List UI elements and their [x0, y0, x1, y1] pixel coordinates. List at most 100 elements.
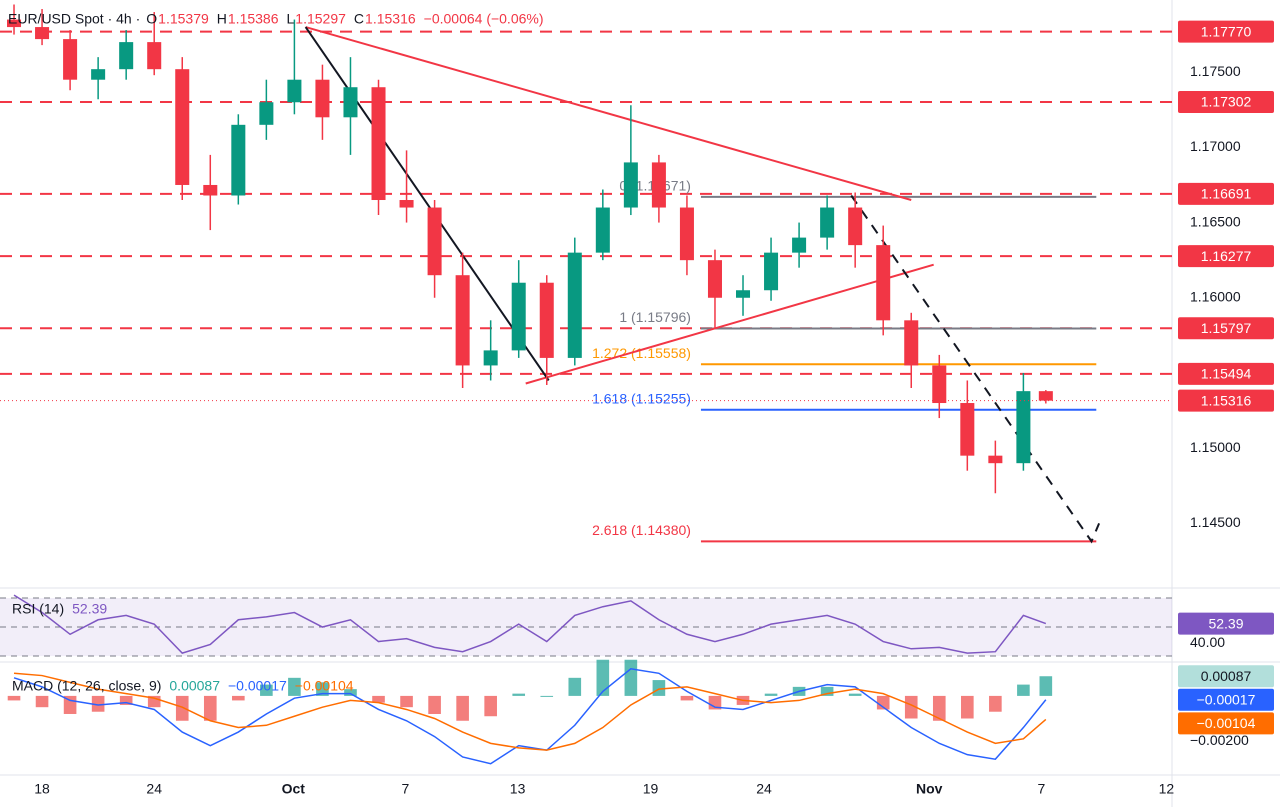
candle-body: [315, 79, 330, 118]
candle-body: [147, 42, 162, 70]
macd-histogram-bar: [288, 677, 301, 696]
last-price-label: 1.15316: [1201, 392, 1252, 408]
candle-body: [932, 365, 947, 404]
candle-body: [820, 207, 835, 238]
macd-histogram-bar: [904, 695, 918, 719]
candle-body: [679, 207, 694, 261]
macd-line: [13, 667, 1047, 765]
y-tick-label: −0.00200: [1190, 732, 1249, 748]
candle-body: [7, 19, 22, 28]
x-tick-label: 18: [34, 781, 50, 797]
macd-histogram-bar: [1039, 676, 1053, 696]
candle-body: [203, 184, 218, 196]
rsi-value-box-box: [1178, 612, 1274, 635]
macd-histogram-bar: [989, 695, 1002, 712]
x-tick-label: 7: [402, 781, 410, 797]
macd-legend-text: −0.00017: [228, 678, 287, 694]
level-label: 1.16691: [1201, 186, 1252, 202]
level-label-box: [1178, 20, 1274, 43]
macd-histogram-bar: [344, 689, 357, 696]
candle-body: [259, 102, 274, 125]
macd-histogram-bar: [568, 677, 582, 696]
candle-body: [876, 245, 891, 321]
x-tick-label: Nov: [916, 781, 943, 797]
macd-histogram-bar: [848, 693, 862, 696]
candle-body: [231, 124, 246, 196]
level-label: 1.17770: [1201, 23, 1252, 39]
macd-histogram-bar: [764, 693, 778, 696]
trendline: [305, 26, 912, 201]
signal-value-box: −0.00104: [1197, 715, 1256, 731]
macd-histogram-bar: [203, 695, 217, 721]
level-label: 1.16277: [1201, 248, 1252, 264]
candle-body: [988, 455, 1003, 464]
macd-histogram-bar: [400, 695, 413, 708]
macd-histogram-bar: [175, 695, 189, 721]
candle-body: [63, 39, 78, 80]
candle-body: [848, 207, 863, 246]
candle-body: [399, 200, 414, 208]
macd-legend-text: MACD (12, 26, close, 9): [12, 678, 161, 694]
candle-body: [287, 79, 302, 103]
x-tick-label: 19: [643, 781, 659, 797]
x-tick-label: Oct: [282, 781, 306, 797]
candle-body: [343, 87, 358, 118]
level-label-box: [1178, 90, 1274, 113]
macd-histogram-bar: [456, 695, 469, 721]
candle-body: [511, 282, 526, 351]
macd-histogram-bar: [7, 695, 21, 701]
macd-legend-text: −0.00104: [295, 678, 354, 694]
candle-body: [427, 207, 442, 276]
level-label-box: [1178, 245, 1274, 268]
candle-body: [651, 162, 666, 208]
macd-legend-text: 0.00087: [169, 678, 220, 694]
macd-histogram-bar: [232, 695, 245, 701]
macd-histogram-bar: [35, 695, 49, 708]
y-tick-label: 1.17500: [1190, 63, 1241, 79]
candle-body: [91, 69, 106, 80]
candle-body: [483, 350, 498, 366]
candle-body: [371, 87, 386, 201]
y-tick-label: 1.16000: [1190, 288, 1241, 304]
header-text: H: [217, 11, 227, 27]
level-label-box: [1178, 317, 1274, 340]
macd-histogram-bar: [512, 693, 526, 696]
macd-histogram-bar: [961, 695, 974, 719]
candle-body: [764, 252, 779, 291]
level-label: 1.15494: [1201, 366, 1252, 382]
level-label-box: [1178, 362, 1274, 385]
candle-body: [567, 252, 582, 358]
level-label: 1.15797: [1201, 320, 1252, 336]
signal-line: [13, 672, 1047, 751]
header-text: EUR/USD Spot · 4h ·: [8, 11, 140, 27]
candle-body: [455, 275, 470, 366]
y-tick-label: 1.17000: [1190, 138, 1241, 154]
fib-label: 1 (1.15796): [619, 309, 691, 325]
x-tick-label: 7: [1037, 781, 1045, 797]
rsi-line: [13, 594, 1047, 655]
candle-body: [736, 290, 751, 298]
header-text: C: [354, 11, 364, 27]
y-tick-label: 1.14500: [1190, 514, 1241, 530]
level-label-box: [1178, 182, 1274, 205]
candle-body: [623, 162, 638, 208]
macd-histogram-bar: [680, 695, 694, 701]
y-tick-label: 1.16500: [1190, 213, 1241, 229]
macd-value-box: −0.00017: [1197, 691, 1256, 707]
candle-body: [904, 320, 919, 366]
candle-body: [1038, 391, 1053, 401]
y-tick-label: 1.15000: [1190, 439, 1241, 455]
last-price-label-box: [1178, 389, 1274, 412]
trendline: [850, 194, 1101, 544]
rsi-title: RSI (14): [12, 601, 64, 617]
macd-histogram-bar: [119, 695, 133, 705]
trendline: [525, 263, 934, 385]
macd-histogram-bar: [428, 695, 441, 714]
header-text: O: [146, 11, 157, 27]
fib-label: 1.618 (1.15255): [592, 390, 691, 406]
macd-histogram-bar: [932, 695, 946, 721]
level-label: 1.17302: [1201, 94, 1252, 110]
macd-histogram-bar: [260, 684, 273, 696]
x-tick-label: 24: [756, 781, 772, 797]
